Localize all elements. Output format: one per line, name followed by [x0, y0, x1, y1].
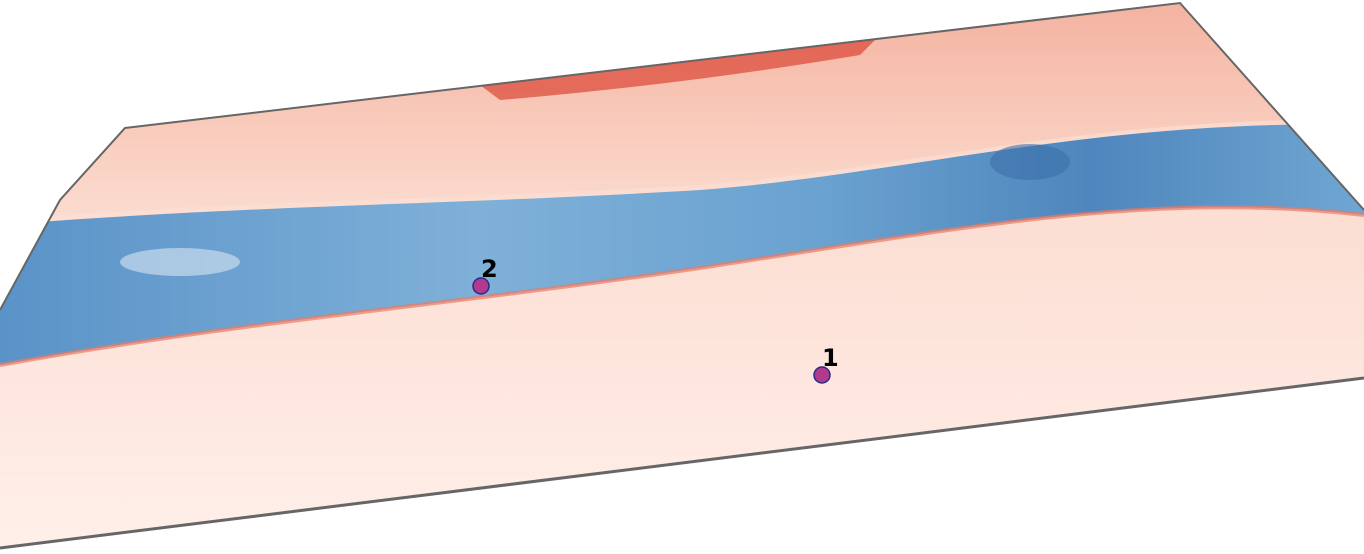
deep-pool	[990, 144, 1070, 180]
bank-edge	[0, 205, 1364, 367]
river	[0, 124, 1364, 365]
marker[interactable]	[472, 277, 490, 295]
shallow	[120, 248, 240, 276]
marker-label: 1	[822, 344, 839, 372]
marker-label: 2	[481, 255, 498, 283]
plate-edge	[0, 376, 1364, 550]
marker[interactable]	[813, 366, 831, 384]
plate-edge	[0, 1, 1364, 311]
